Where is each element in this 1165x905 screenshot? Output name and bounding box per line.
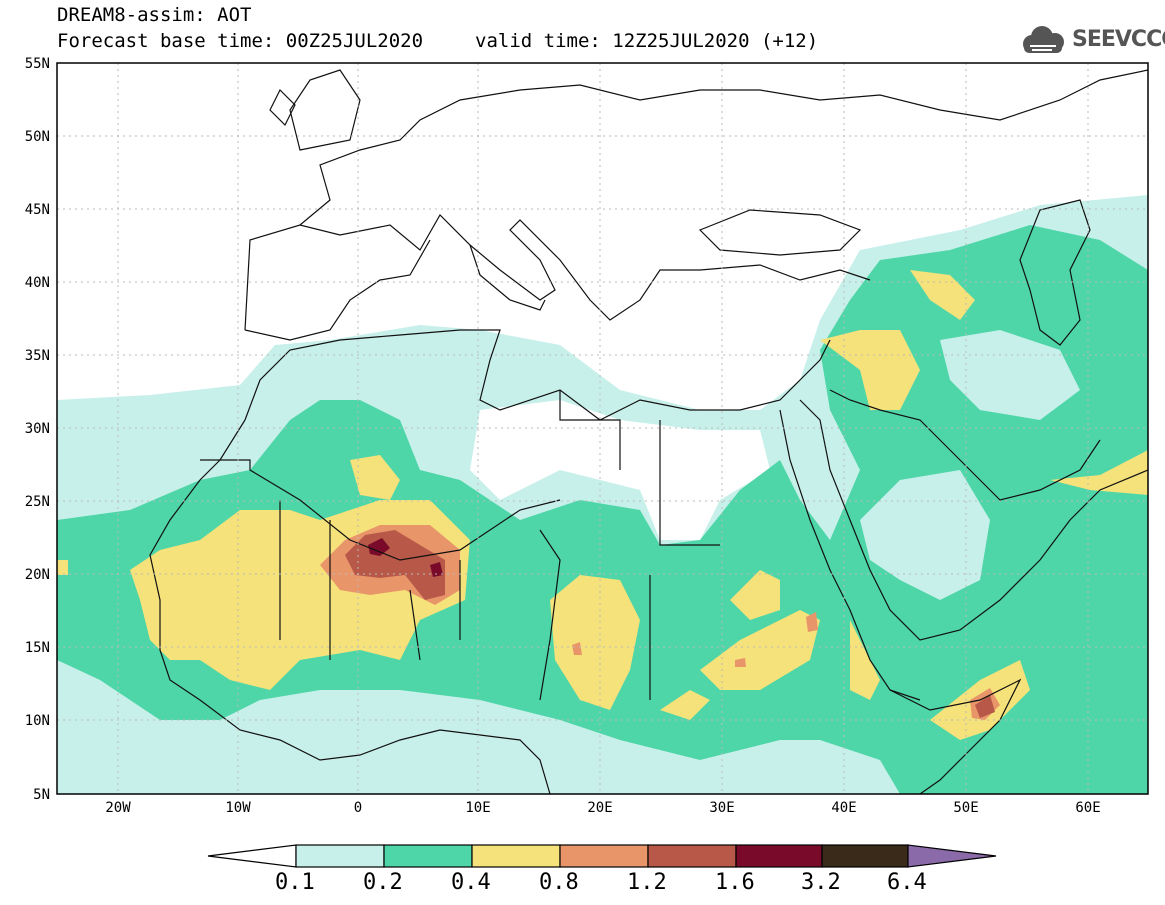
colorbar-label: 3.2 [801, 870, 841, 895]
colorbar-segment [383, 844, 473, 868]
colorbar-label: 0.4 [451, 870, 491, 895]
lat-label: 40N [25, 275, 50, 291]
colorbar-label: 0.2 [363, 870, 403, 895]
lat-label: 5N [33, 787, 50, 803]
colorbar-segment [821, 844, 909, 868]
lon-label: 50E [953, 800, 978, 816]
lat-label: 20N [25, 567, 50, 583]
lon-label: 30E [709, 800, 734, 816]
colorbar-low-triangle [207, 844, 297, 868]
colorbar-label: 1.2 [627, 870, 667, 895]
colorbar-segment [295, 844, 385, 868]
valid-time: valid time: 12Z25JUL2020 (+12) [475, 30, 819, 52]
lat-label: 25N [25, 494, 50, 510]
lat-label: 15N [25, 640, 50, 656]
colorbar-segment [471, 844, 561, 868]
coastlines [149, 69, 1148, 794]
aot-contour-1.6 [368, 538, 390, 556]
colorbar-segment [735, 844, 823, 868]
plot-title: DREAM8-assim: AOT [57, 4, 252, 26]
lat-label: 10N [25, 713, 50, 729]
colorbar-high-triangle [907, 844, 997, 868]
colorbar-segment [559, 844, 649, 868]
latitude-labels: 55N 50N 45N 40N 35N 30N 25N 20N 15N 10N … [25, 56, 50, 803]
lon-label: 40E [831, 800, 856, 816]
colorbar-label: 0.1 [275, 870, 315, 895]
lon-label: 10E [465, 800, 490, 816]
colorbar-segment [647, 844, 737, 868]
colorbar [207, 844, 997, 868]
lon-label: 10W [225, 800, 251, 816]
lat-label: 50N [25, 129, 50, 145]
logo-text: SEEVCCC [1072, 27, 1165, 52]
lat-label: 45N [25, 202, 50, 218]
colorbar-label: 0.8 [539, 870, 579, 895]
lon-label: 20W [105, 800, 131, 816]
aot-field [57, 195, 1148, 794]
lat-label: 30N [25, 421, 50, 437]
map-frame [56, 62, 1149, 795]
longitude-labels: 20W 10W 0 10E 20E 30E 40E 50E 60E [105, 800, 1100, 816]
lat-label: 35N [25, 348, 50, 364]
lat-label: 55N [25, 56, 50, 72]
colorbar-label: 6.4 [887, 870, 927, 895]
lon-label: 60E [1075, 800, 1100, 816]
forecast-base-time: Forecast base time: 00Z25JUL2020 [57, 30, 424, 52]
cloud-icon [1023, 26, 1064, 53]
lon-label: 20E [587, 800, 612, 816]
lon-label: 0 [354, 800, 362, 816]
graticule [57, 63, 1148, 794]
colorbar-label: 1.6 [715, 870, 755, 895]
